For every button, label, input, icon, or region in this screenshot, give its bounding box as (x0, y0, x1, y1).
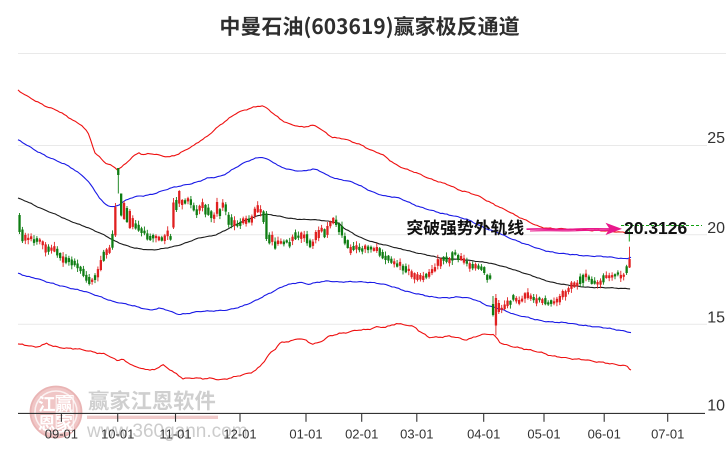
svg-text:03-01: 03-01 (400, 427, 433, 442)
svg-text:05-01: 05-01 (527, 427, 560, 442)
svg-text:09-01: 09-01 (45, 427, 78, 442)
svg-text:12-01: 12-01 (223, 427, 256, 442)
svg-text:06-01: 06-01 (588, 427, 621, 442)
svg-text:15: 15 (707, 310, 725, 327)
svg-text:04-01: 04-01 (467, 427, 500, 442)
svg-text:01-01: 01-01 (289, 427, 322, 442)
svg-text:11-01: 11-01 (159, 427, 191, 442)
svg-text:10-01: 10-01 (101, 427, 134, 442)
svg-text:www.360gann.com: www.360gann.com (86, 421, 248, 442)
svg-text:02-01: 02-01 (345, 427, 378, 442)
svg-text:07-01: 07-01 (651, 427, 684, 442)
svg-text:10: 10 (707, 398, 725, 415)
svg-text:20.3126: 20.3126 (624, 218, 688, 238)
svg-text:25: 25 (707, 130, 725, 147)
svg-text:20: 20 (707, 220, 725, 237)
